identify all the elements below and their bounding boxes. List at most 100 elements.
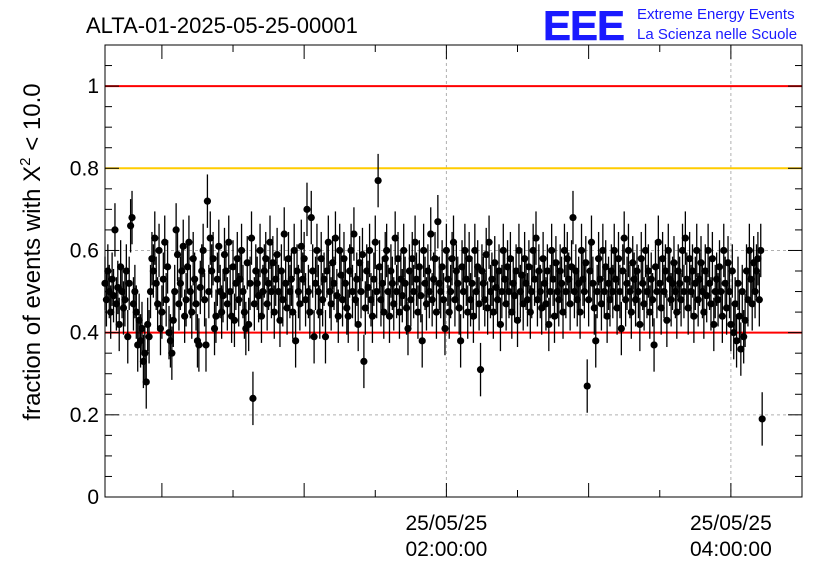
point-marker (563, 255, 571, 263)
point-marker (690, 312, 698, 320)
data-point (449, 215, 458, 269)
data-point (620, 211, 628, 265)
data-point (334, 289, 342, 343)
point-marker (176, 279, 184, 287)
data-point (586, 244, 594, 298)
data-point (476, 342, 485, 397)
data-point (230, 293, 239, 348)
point-marker (320, 275, 328, 283)
data-point (368, 289, 377, 343)
point-marker (119, 304, 128, 312)
point-marker (740, 333, 748, 341)
data-point (710, 297, 718, 352)
data-point (173, 227, 182, 282)
data-point (724, 236, 732, 290)
point-marker (422, 300, 431, 308)
point-marker (455, 304, 463, 312)
point-marker (353, 275, 361, 283)
data-point (737, 322, 745, 376)
point-marker (622, 296, 630, 304)
point-marker (748, 300, 756, 308)
data-point (280, 207, 288, 261)
data-point (390, 277, 398, 331)
data-point (546, 264, 554, 319)
point-marker (627, 308, 635, 316)
data-point (515, 223, 523, 278)
point-marker (324, 238, 332, 246)
data-point (438, 240, 446, 294)
point-marker (602, 263, 610, 271)
data-point (417, 268, 425, 323)
data-point (593, 264, 601, 319)
data-point (513, 293, 522, 348)
data-point (154, 277, 162, 331)
point-marker (613, 304, 621, 312)
point-marker (192, 300, 200, 308)
point-marker (420, 246, 428, 255)
data-point (485, 215, 493, 269)
point-marker (418, 337, 426, 345)
point-marker (710, 320, 718, 329)
data-point (266, 215, 274, 269)
point-marker (589, 279, 597, 287)
data-point (161, 215, 169, 269)
point-marker (718, 312, 726, 320)
data-point (542, 277, 550, 331)
data-point (495, 244, 503, 298)
point-marker (196, 283, 204, 292)
data-point (410, 264, 418, 319)
chart-title: ALTA-01-2025-05-25-00001 (86, 13, 358, 38)
point-marker (427, 230, 435, 238)
point-marker (745, 246, 753, 255)
point-marker (391, 234, 399, 242)
data-point (690, 289, 698, 343)
point-marker (684, 304, 692, 312)
data-point (758, 392, 766, 446)
data-point (125, 256, 133, 311)
data-point (612, 252, 620, 306)
point-marker (727, 320, 735, 329)
data-point (192, 277, 200, 331)
data-point (587, 215, 596, 269)
point-marker (441, 324, 449, 333)
data-point (309, 244, 317, 298)
data-point (641, 223, 650, 278)
point-marker (348, 287, 357, 296)
y-axis-label: fraction of events with X2 < 10.0 (17, 83, 46, 420)
data-point (202, 318, 210, 372)
point-marker (361, 304, 369, 312)
point-marker (209, 255, 217, 263)
point-marker (233, 255, 241, 263)
data-point (290, 223, 298, 278)
data-point (496, 297, 505, 352)
data-point (267, 264, 276, 319)
data-point (627, 285, 635, 339)
point-marker (636, 320, 644, 329)
data-point (757, 223, 765, 278)
point-marker (163, 263, 172, 271)
point-marker (610, 246, 618, 255)
point-marker (225, 238, 233, 246)
point-marker (637, 255, 645, 263)
x-tick-label-date: 25/05/25 (406, 512, 488, 535)
point-marker (240, 308, 248, 316)
data-point (678, 223, 687, 278)
data-point (468, 256, 476, 311)
point-marker (562, 287, 570, 296)
y-axis-labels: 0 0.2 0.4 0.6 0.8 1 (70, 75, 100, 509)
point-marker (447, 287, 455, 296)
data-point (179, 219, 187, 274)
data-point (321, 310, 330, 364)
data-point (592, 314, 600, 368)
point-marker (623, 279, 631, 287)
point-marker (283, 304, 291, 312)
data-point (380, 285, 388, 339)
point-marker (368, 312, 377, 320)
data-point (132, 285, 140, 339)
data-point (142, 355, 150, 409)
point-marker (243, 259, 251, 267)
data-point (246, 256, 254, 311)
point-marker (425, 287, 433, 296)
point-marker (128, 213, 136, 222)
